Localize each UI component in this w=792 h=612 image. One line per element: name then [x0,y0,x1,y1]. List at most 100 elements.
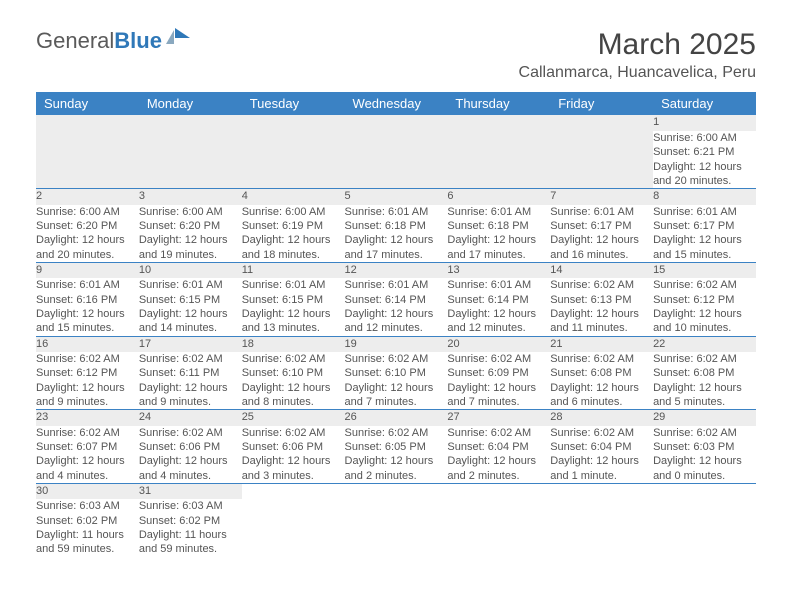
logo-flag-icon [166,28,192,54]
sunset-line: Sunset: 6:06 PM [242,440,345,454]
sunrise-line: Sunrise: 6:02 AM [242,352,345,366]
sunrise-line: Sunrise: 6:02 AM [447,352,550,366]
day-content-cell: Sunrise: 6:02 AMSunset: 6:06 PMDaylight:… [242,426,345,484]
daylight-line: Daylight: 12 hours and 9 minutes. [139,381,242,410]
day-number-cell: 27 [447,410,550,426]
sunrise-line: Sunrise: 6:02 AM [242,426,345,440]
day-content-cell [345,131,448,189]
sunrise-line: Sunrise: 6:01 AM [550,205,653,219]
day-content-cell [36,131,139,189]
sunset-line: Sunset: 6:16 PM [36,293,139,307]
sunset-line: Sunset: 6:08 PM [653,366,756,380]
day-content-cell [550,131,653,189]
daylight-line: Daylight: 12 hours and 4 minutes. [36,454,139,483]
sunset-line: Sunset: 6:05 PM [345,440,448,454]
day-number-cell: 2 [36,189,139,205]
day-content-cell: Sunrise: 6:01 AMSunset: 6:18 PMDaylight:… [345,205,448,263]
day-number-cell: 13 [447,262,550,278]
day-content-cell: Sunrise: 6:02 AMSunset: 6:03 PMDaylight:… [653,426,756,484]
day-number-cell [242,115,345,131]
day-content-cell: Sunrise: 6:01 AMSunset: 6:17 PMDaylight:… [550,205,653,263]
day-content-cell: Sunrise: 6:02 AMSunset: 6:05 PMDaylight:… [345,426,448,484]
sunset-line: Sunset: 6:07 PM [36,440,139,454]
sunrise-line: Sunrise: 6:01 AM [242,278,345,292]
sunset-line: Sunset: 6:09 PM [447,366,550,380]
day-content-cell: Sunrise: 6:02 AMSunset: 6:04 PMDaylight:… [550,426,653,484]
content-row: Sunrise: 6:02 AMSunset: 6:12 PMDaylight:… [36,352,756,410]
day-number-cell: 22 [653,336,756,352]
day-content-cell: Sunrise: 6:02 AMSunset: 6:13 PMDaylight:… [550,278,653,336]
day-number-cell: 10 [139,262,242,278]
day-content-cell: Sunrise: 6:02 AMSunset: 6:12 PMDaylight:… [653,278,756,336]
day-number-cell [345,483,448,499]
calendar-header: SundayMondayTuesdayWednesdayThursdayFrid… [36,92,756,115]
day-number-cell: 3 [139,189,242,205]
sunset-line: Sunset: 6:04 PM [447,440,550,454]
daylight-line: Daylight: 12 hours and 2 minutes. [345,454,448,483]
day-number-cell: 16 [36,336,139,352]
day-content-cell: Sunrise: 6:00 AMSunset: 6:19 PMDaylight:… [242,205,345,263]
day-content-cell [242,131,345,189]
logo: GeneralBlue [36,28,192,54]
day-content-cell: Sunrise: 6:01 AMSunset: 6:15 PMDaylight:… [139,278,242,336]
sunset-line: Sunset: 6:10 PM [242,366,345,380]
daylight-line: Daylight: 11 hours and 59 minutes. [36,528,139,557]
daynum-row: 1 [36,115,756,131]
day-number-cell: 23 [36,410,139,426]
day-number-cell: 26 [345,410,448,426]
sunrise-line: Sunrise: 6:01 AM [345,205,448,219]
day-content-cell: Sunrise: 6:01 AMSunset: 6:16 PMDaylight:… [36,278,139,336]
daylight-line: Daylight: 12 hours and 20 minutes. [36,233,139,262]
day-number-cell: 24 [139,410,242,426]
daylight-line: Daylight: 12 hours and 15 minutes. [36,307,139,336]
sunrise-line: Sunrise: 6:00 AM [242,205,345,219]
sunrise-line: Sunrise: 6:02 AM [345,426,448,440]
day-number-cell [550,115,653,131]
daynum-row: 23242526272829 [36,410,756,426]
sunset-line: Sunset: 6:02 PM [139,514,242,528]
day-number-cell: 8 [653,189,756,205]
daylight-line: Daylight: 12 hours and 6 minutes. [550,381,653,410]
day-number-cell: 29 [653,410,756,426]
daylight-line: Daylight: 11 hours and 59 minutes. [139,528,242,557]
sunset-line: Sunset: 6:15 PM [139,293,242,307]
day-content-cell: Sunrise: 6:02 AMSunset: 6:09 PMDaylight:… [447,352,550,410]
content-row: Sunrise: 6:01 AMSunset: 6:16 PMDaylight:… [36,278,756,336]
daynum-row: 9101112131415 [36,262,756,278]
day-number-cell: 9 [36,262,139,278]
sunset-line: Sunset: 6:18 PM [447,219,550,233]
sunset-line: Sunset: 6:20 PM [36,219,139,233]
sunset-line: Sunset: 6:12 PM [36,366,139,380]
day-header: Sunday [36,92,139,115]
location-text: Callanmarca, Huancavelica, Peru [36,64,756,82]
header-row: GeneralBlue March 2025 [36,28,756,62]
day-content-cell: Sunrise: 6:02 AMSunset: 6:04 PMDaylight:… [447,426,550,484]
sunrise-line: Sunrise: 6:03 AM [139,499,242,513]
day-number-cell [447,483,550,499]
daylight-line: Daylight: 12 hours and 17 minutes. [345,233,448,262]
daylight-line: Daylight: 12 hours and 11 minutes. [550,307,653,336]
sunset-line: Sunset: 6:21 PM [653,145,756,159]
day-number-cell: 15 [653,262,756,278]
sunrise-line: Sunrise: 6:00 AM [36,205,139,219]
day-content-cell: Sunrise: 6:02 AMSunset: 6:10 PMDaylight:… [242,352,345,410]
sunrise-line: Sunrise: 6:00 AM [653,131,756,145]
day-number-cell: 12 [345,262,448,278]
sunrise-line: Sunrise: 6:02 AM [447,426,550,440]
daylight-line: Daylight: 12 hours and 5 minutes. [653,381,756,410]
daylight-line: Daylight: 12 hours and 0 minutes. [653,454,756,483]
day-content-cell: Sunrise: 6:01 AMSunset: 6:14 PMDaylight:… [447,278,550,336]
day-number-cell: 19 [345,336,448,352]
day-content-cell: Sunrise: 6:01 AMSunset: 6:15 PMDaylight:… [242,278,345,336]
day-content-cell: Sunrise: 6:02 AMSunset: 6:06 PMDaylight:… [139,426,242,484]
daylight-line: Daylight: 12 hours and 7 minutes. [447,381,550,410]
daynum-row: 2345678 [36,189,756,205]
daylight-line: Daylight: 12 hours and 2 minutes. [447,454,550,483]
sunrise-line: Sunrise: 6:03 AM [36,499,139,513]
day-content-cell [345,499,448,556]
day-content-cell [550,499,653,556]
sunset-line: Sunset: 6:10 PM [345,366,448,380]
day-number-cell: 4 [242,189,345,205]
sunset-line: Sunset: 6:19 PM [242,219,345,233]
day-content-cell: Sunrise: 6:02 AMSunset: 6:10 PMDaylight:… [345,352,448,410]
